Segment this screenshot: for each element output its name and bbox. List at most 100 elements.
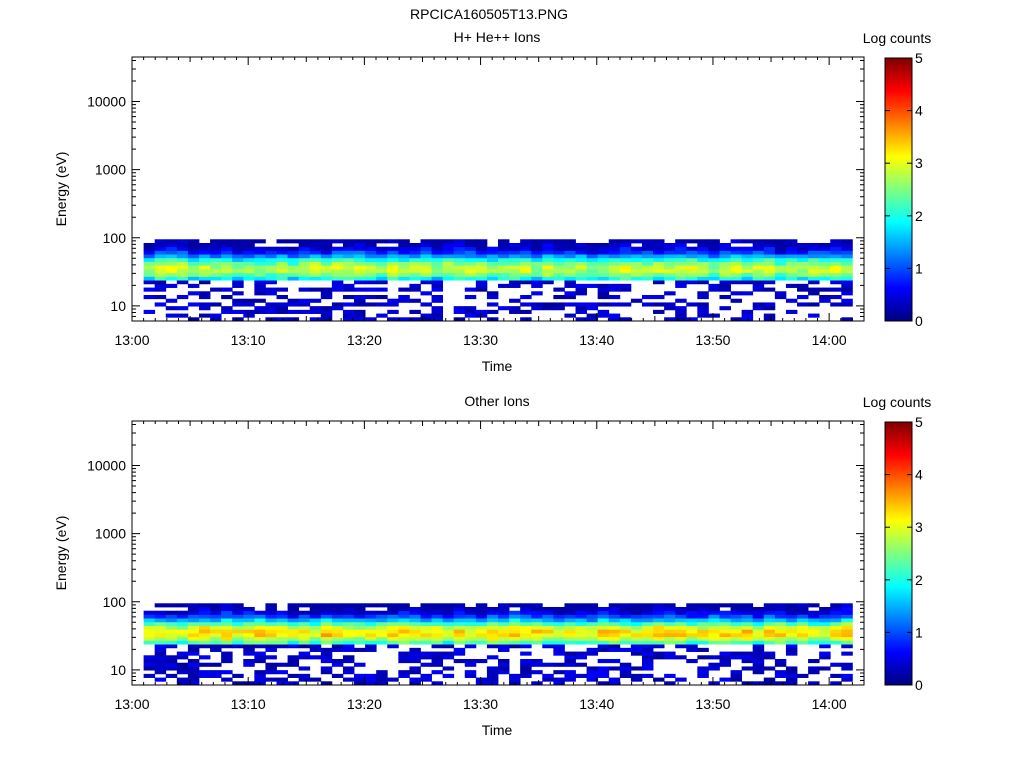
heatmap-cell [453, 603, 466, 608]
heatmap-cell [653, 621, 665, 626]
heatmap-cell [520, 265, 532, 270]
heatmap-cell [774, 603, 787, 608]
heatmap-cell [797, 246, 809, 251]
heatmap-cell [664, 603, 676, 608]
heatmap-cell [320, 276, 333, 281]
heatmap-cell [531, 618, 543, 623]
heatmap-cell [187, 268, 200, 274]
heatmap-cell [365, 603, 377, 608]
heatmap-cell [509, 309, 521, 314]
heatmap-cell [664, 629, 676, 634]
heatmap-cell [276, 317, 288, 322]
heatmap-cell [752, 651, 765, 656]
heatmap-cell [165, 313, 178, 318]
heatmap-cell [287, 636, 300, 641]
heatmap-cell [221, 670, 233, 675]
heatmap-cell [830, 246, 842, 251]
heatmap-cell [365, 280, 377, 285]
heatmap-cell [331, 632, 344, 638]
heatmap-cell [509, 268, 521, 274]
heatmap-cell [265, 677, 277, 682]
heatmap-cell [531, 629, 543, 634]
heatmap-cell [630, 625, 643, 630]
heatmap-cell [619, 614, 632, 619]
heatmap-cell [641, 603, 654, 608]
heatmap-cell [797, 632, 809, 638]
heatmap-cell [697, 632, 709, 638]
heatmap-cell [575, 257, 587, 262]
heatmap-cell [608, 625, 621, 630]
heatmap-cell [309, 239, 322, 244]
heatmap-cell [431, 242, 444, 248]
heatmap-cell [243, 644, 255, 649]
heatmap-cell [830, 268, 842, 274]
heatmap-cell [763, 280, 776, 285]
heatmap-cell [165, 666, 178, 671]
heatmap-cell [431, 621, 444, 626]
x-tick-label: 13:00 [114, 332, 149, 348]
heatmap-cell [464, 670, 477, 675]
heatmap-cell [420, 276, 432, 281]
heatmap-cell [619, 632, 632, 638]
heatmap-cell [309, 287, 322, 292]
heatmap-cell [675, 313, 687, 318]
heatmap-cell [298, 246, 311, 251]
heatmap-cell [498, 261, 510, 266]
heatmap-cell [531, 610, 543, 615]
heatmap-cell [630, 629, 643, 634]
heatmap-cell [763, 606, 776, 612]
heatmap-cell [464, 610, 477, 615]
heatmap-cell [486, 309, 499, 314]
heatmap-cell [575, 246, 587, 251]
heatmap-cell [719, 295, 731, 300]
heatmap-cell [254, 610, 266, 615]
heatmap-cell [387, 246, 399, 251]
heatmap-cell [331, 276, 344, 281]
heatmap-cell [165, 265, 178, 270]
heatmap-cell [409, 254, 421, 259]
heatmap-cell [287, 610, 300, 615]
heatmap-cell [331, 254, 344, 259]
heatmap-cell [752, 670, 765, 675]
heatmap-cell [475, 268, 488, 274]
heatmap-cell [697, 239, 709, 244]
heatmap-cell [265, 246, 277, 251]
heatmap-cell [475, 257, 488, 262]
heatmap-cell [630, 640, 643, 645]
heatmap-cell [520, 242, 532, 248]
heatmap-cell [653, 632, 665, 638]
heatmap-cell [409, 655, 421, 660]
heatmap-cell [442, 655, 455, 660]
heatmap-cell [564, 651, 576, 656]
heatmap-cell [819, 618, 831, 623]
heatmap-cell [176, 670, 189, 675]
heatmap-cell [752, 606, 765, 612]
heatmap-cell [442, 246, 455, 251]
heatmap-cell [475, 242, 488, 248]
heatmap-cell [198, 265, 211, 270]
heatmap-cell [143, 280, 156, 285]
heatmap-cell [608, 317, 621, 322]
heatmap-cell [597, 670, 610, 675]
heatmap-cell [553, 632, 565, 638]
heatmap-cell [354, 647, 366, 652]
heatmap-cell [176, 246, 189, 251]
heatmap-cell [785, 242, 798, 248]
heatmap-cell [342, 640, 355, 645]
heatmap-cell [331, 647, 344, 652]
heatmap-cell [808, 257, 820, 262]
heatmap-cell [741, 606, 754, 612]
heatmap-cell [221, 614, 233, 619]
heatmap-cell [520, 659, 532, 664]
heatmap-cell [354, 610, 366, 615]
heatmap-cell [509, 246, 521, 251]
heatmap-cell [697, 670, 709, 675]
heatmap-cell [520, 644, 532, 649]
heatmap-cell [841, 640, 853, 645]
heatmap-cell [586, 276, 599, 281]
heatmap-cell [210, 261, 222, 266]
heatmap-cell [442, 261, 455, 266]
heatmap-cell [287, 606, 300, 612]
heatmap-cell [398, 659, 410, 664]
heatmap-cell [498, 276, 510, 281]
